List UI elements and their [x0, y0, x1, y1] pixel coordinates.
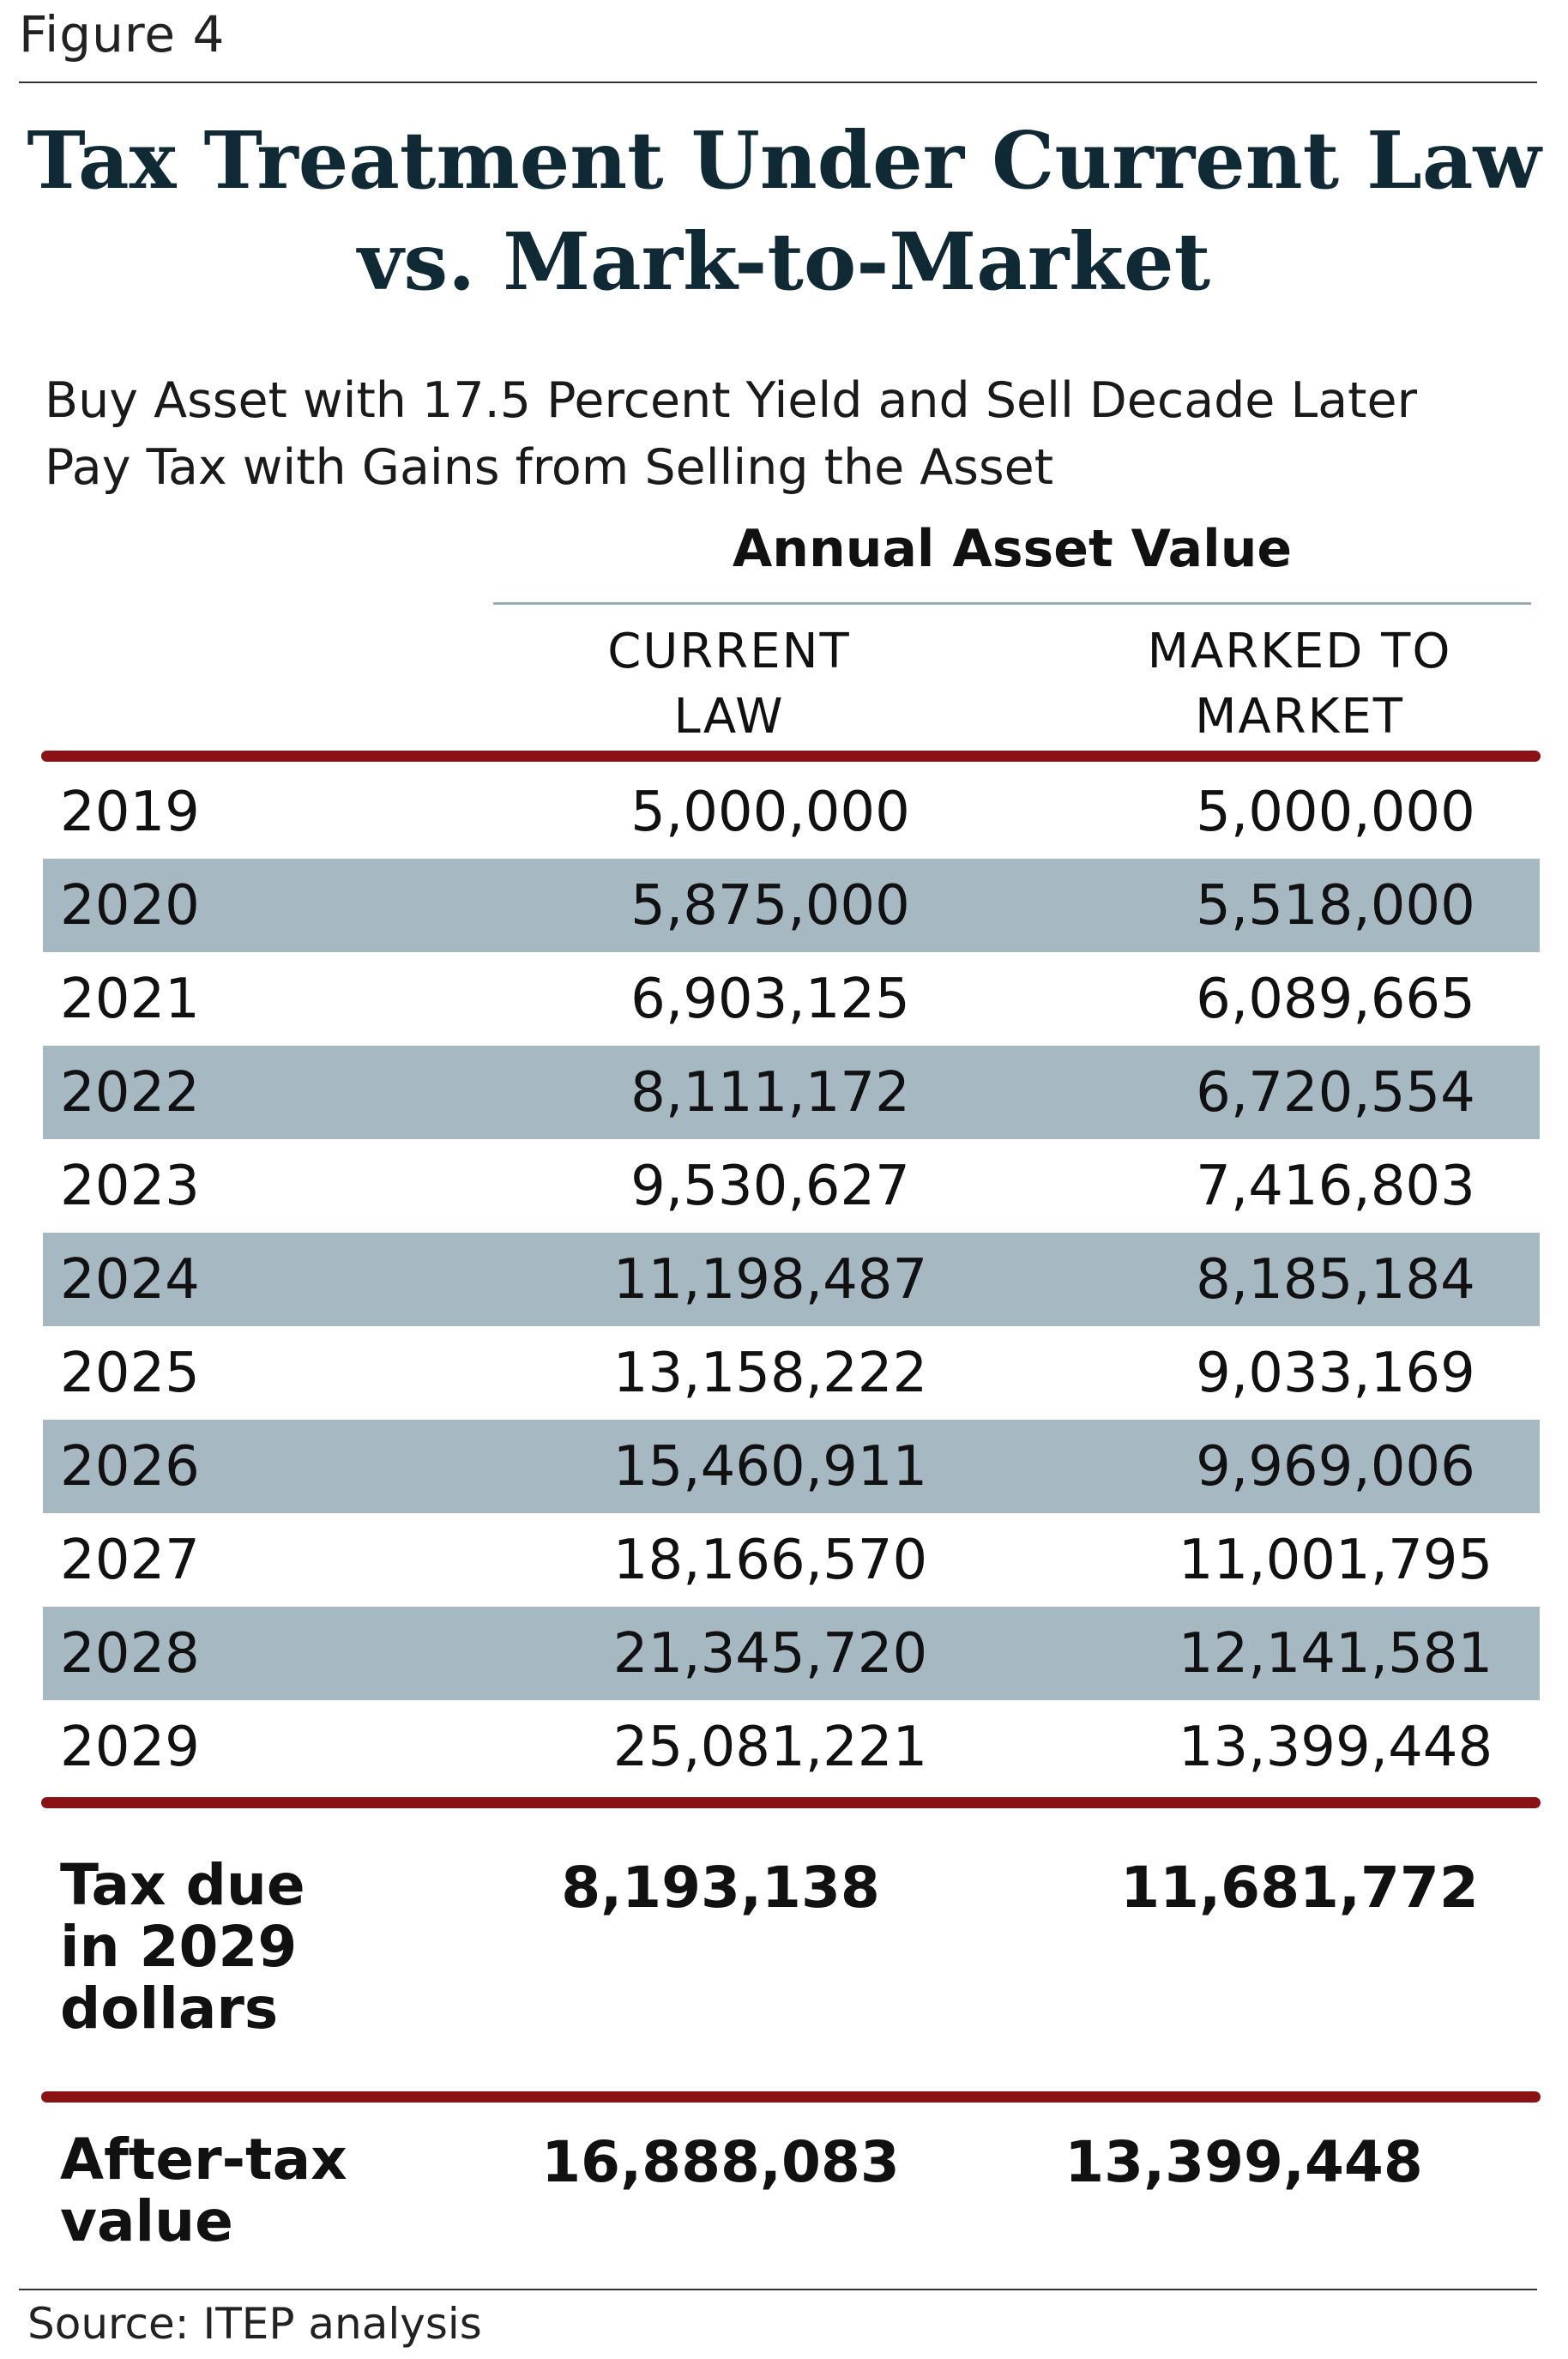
year-cell: 2024: [60, 1247, 200, 1312]
year-cell: 2027: [60, 1528, 200, 1592]
column-header-current-law: CURRENT LAW: [489, 619, 969, 750]
table-row: 2023 9,530,627 7,416,803: [43, 1139, 1540, 1233]
subtitle-line-1: Buy Asset with 17.5 Percent Yield and Se…: [45, 372, 1418, 429]
column-header-marked-to-market-line-2: MARKET: [1195, 689, 1404, 745]
marked-to-market-cell: 11,001,795: [1178, 1528, 1493, 1592]
tax-due-label-line-3: dollars: [60, 1976, 279, 2042]
subtitle-line-2: Pay Tax with Gains from Selling the Asse…: [45, 439, 1054, 496]
bottom-divider: [19, 2289, 1537, 2290]
marked-to-market-cell: 9,969,006: [1196, 1434, 1475, 1499]
year-cell: 2025: [60, 1341, 200, 1405]
marked-to-market-cell: 13,399,448: [1178, 1715, 1493, 1779]
marked-to-market-cell: 5,518,000: [1196, 873, 1475, 938]
figure-label: Figure 4: [19, 5, 226, 63]
subtitle: Buy Asset with 17.5 Percent Yield and Se…: [45, 367, 1417, 501]
body-divider: [41, 1797, 1541, 1808]
table-row: 2029 25,081,221 13,399,448: [43, 1700, 1540, 1794]
title-line-2: vs. Mark-to-Market: [357, 215, 1211, 308]
table-row: 2027 18,166,570 11,001,795: [43, 1513, 1540, 1607]
after-tax-current-law: 16,888,083: [541, 2129, 900, 2195]
after-tax-label-line-1: After-tax: [60, 2127, 347, 2193]
table-row: 2021 6,903,125 6,089,665: [43, 952, 1540, 1046]
year-cell: 2026: [60, 1434, 200, 1499]
marked-to-market-cell: 5,000,000: [1196, 780, 1475, 844]
table-row: 2024 11,198,487 8,185,184: [43, 1233, 1540, 1326]
current-law-cell: 5,875,000: [630, 873, 910, 938]
top-divider: [19, 81, 1537, 83]
after-tax-marked-to-market: 13,399,448: [1064, 2129, 1423, 2195]
year-cell: 2020: [60, 873, 200, 938]
title-line-1: Tax Treatment Under Current Law: [27, 114, 1541, 207]
data-table-body: 2019 5,000,000 5,000,000 2020 5,875,000 …: [43, 765, 1540, 1794]
header-divider: [41, 751, 1541, 762]
year-cell: 2021: [60, 967, 200, 1031]
table-row: 2025 13,158,222 9,033,169: [43, 1326, 1540, 1420]
year-cell: 2022: [60, 1060, 200, 1125]
table-row: 2019 5,000,000 5,000,000: [43, 765, 1540, 859]
current-law-cell: 6,903,125: [630, 967, 910, 1031]
table-row: 2028 21,345,720 12,141,581: [43, 1607, 1540, 1700]
after-tax-label-line-2: value: [60, 2188, 233, 2254]
marked-to-market-cell: 9,033,169: [1196, 1341, 1475, 1405]
page-title: Tax Treatment Under Current Law vs. Mark…: [0, 110, 1568, 312]
current-law-cell: 8,111,172: [630, 1060, 910, 1125]
after-tax-label: After-tax value: [60, 2129, 347, 2253]
year-cell: 2019: [60, 780, 200, 844]
group-header-divider: [493, 602, 1531, 605]
marked-to-market-cell: 8,185,184: [1196, 1247, 1475, 1312]
tax-due-label-line-2: in 2029: [60, 1914, 298, 1980]
column-header-current-law-line-2: LAW: [673, 689, 785, 745]
year-cell: 2028: [60, 1621, 200, 1686]
marked-to-market-cell: 6,720,554: [1196, 1060, 1475, 1125]
current-law-cell: 15,460,911: [612, 1434, 928, 1499]
source-note: Source: ITEP analysis: [27, 2299, 482, 2349]
marked-to-market-cell: 6,089,665: [1196, 967, 1475, 1031]
current-law-cell: 18,166,570: [612, 1528, 928, 1592]
tax-due-label-line-1: Tax due: [60, 1852, 305, 1918]
year-cell: 2023: [60, 1154, 200, 1218]
table-row: 2026 15,460,911 9,969,006: [43, 1420, 1540, 1513]
group-header: Annual Asset Value: [732, 519, 1293, 579]
current-law-cell: 11,198,487: [612, 1247, 928, 1312]
year-cell: 2029: [60, 1715, 200, 1779]
tax-due-current-law: 8,193,138: [561, 1855, 880, 1921]
column-header-current-law-line-1: CURRENT: [607, 624, 851, 679]
tax-due-marked-to-market: 11,681,772: [1120, 1855, 1479, 1921]
table-row: 2020 5,875,000 5,518,000: [43, 859, 1540, 952]
column-header-marked-to-market-line-1: MARKED TO: [1147, 624, 1452, 679]
current-law-cell: 5,000,000: [630, 780, 910, 844]
current-law-cell: 13,158,222: [612, 1341, 928, 1405]
column-header-marked-to-market: MARKED TO MARKET: [1059, 619, 1540, 750]
marked-to-market-cell: 7,416,803: [1196, 1154, 1475, 1218]
marked-to-market-cell: 12,141,581: [1178, 1621, 1493, 1686]
summary-divider: [41, 2091, 1541, 2103]
current-law-cell: 9,530,627: [630, 1154, 910, 1218]
tax-due-label: Tax due in 2029 dollars: [60, 1855, 305, 2040]
current-law-cell: 21,345,720: [612, 1621, 928, 1686]
current-law-cell: 25,081,221: [612, 1715, 928, 1779]
table-row: 2022 8,111,172 6,720,554: [43, 1046, 1540, 1139]
